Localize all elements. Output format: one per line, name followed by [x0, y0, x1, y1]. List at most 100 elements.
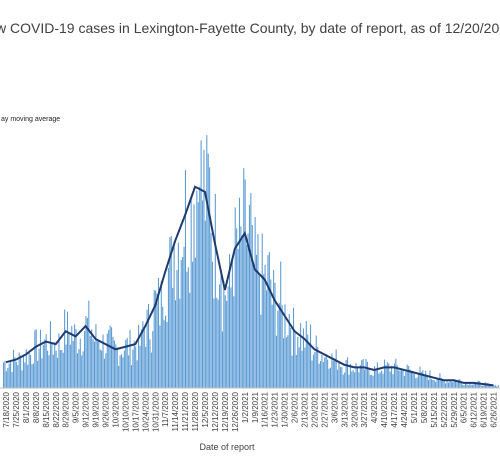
- bar: [95, 324, 97, 388]
- x-tick-label: 12/5/2020: [201, 391, 210, 427]
- bar: [183, 246, 185, 388]
- bar: [388, 363, 390, 388]
- bar: [437, 379, 440, 388]
- bar: [398, 370, 400, 388]
- bar: [305, 320, 307, 388]
- x-tick-label: 2/6/2021: [291, 391, 300, 423]
- bar: [165, 315, 167, 388]
- bar: [358, 372, 360, 388]
- bar: [217, 299, 219, 388]
- bar: [126, 337, 128, 388]
- bar: [209, 167, 211, 388]
- chart-title: w COVID-19 cases in Lexington-Fayette Co…: [0, 20, 500, 36]
- bar: [89, 335, 91, 388]
- bar: [189, 292, 191, 388]
- bar: [254, 216, 256, 388]
- x-tick-label: 12/26/2020: [231, 391, 240, 432]
- x-tick-label: 10/24/2020: [141, 391, 150, 432]
- bar: [138, 324, 140, 388]
- bar: [295, 354, 297, 388]
- bar: [389, 371, 391, 388]
- x-tick-labels: 7/18/2020 7/25/2020 8/1/2020 8/8/2020 8/15/2…: [2, 391, 499, 432]
- bar: [318, 363, 320, 388]
- bar: [136, 360, 138, 388]
- bar: [197, 202, 199, 388]
- bar: [190, 195, 192, 388]
- x-tick-label: 7/18/2020: [2, 391, 11, 427]
- bar: [120, 354, 123, 388]
- bar: [240, 226, 242, 388]
- bar: [24, 362, 26, 388]
- bar: [428, 379, 430, 388]
- x-tick-label: 8/8/2020: [32, 391, 41, 423]
- bar: [54, 342, 56, 388]
- bar: [356, 367, 359, 388]
- bar: [416, 377, 418, 388]
- bar: [460, 382, 462, 388]
- bar: [383, 359, 386, 388]
- bar: [169, 237, 171, 388]
- bar: [412, 370, 414, 388]
- bar: [446, 380, 448, 388]
- bar: [125, 339, 127, 388]
- bar: [445, 383, 447, 388]
- bar: [378, 373, 380, 388]
- x-tick-label: 6/5/2021: [460, 391, 469, 423]
- bar: [176, 270, 178, 388]
- x-tick-label: 1/30/2021: [281, 391, 290, 427]
- bar: [338, 362, 340, 388]
- bar: [78, 349, 80, 388]
- bar: [211, 261, 214, 388]
- bar: [280, 261, 282, 388]
- bar: [308, 343, 310, 388]
- bar: [283, 338, 285, 388]
- bar: [174, 300, 177, 388]
- bar: [361, 360, 363, 388]
- bar: [14, 357, 16, 388]
- x-tick-label: 9/19/2020: [92, 391, 101, 427]
- bar: [84, 330, 86, 388]
- bar: [216, 297, 218, 388]
- bar: [153, 290, 155, 388]
- bar: [379, 372, 381, 388]
- bar: [466, 383, 468, 388]
- bar: [352, 370, 354, 388]
- bar: [410, 372, 413, 388]
- x-tick-label: 3/20/2021: [350, 391, 359, 427]
- bar: [113, 340, 115, 388]
- x-tick-label: 1/2/2021: [241, 391, 250, 423]
- bar: [453, 380, 455, 388]
- bar: [430, 379, 432, 388]
- bar: [281, 305, 283, 388]
- bar: [139, 345, 141, 388]
- bar: [194, 257, 196, 388]
- bar: [291, 355, 293, 388]
- bar: [364, 369, 366, 388]
- bar: [482, 385, 484, 388]
- x-tick-label: 8/22/2020: [52, 391, 61, 427]
- bar: [196, 190, 198, 388]
- bar: [455, 379, 457, 388]
- bar: [319, 361, 322, 388]
- bar: [204, 220, 206, 388]
- bar: [365, 359, 367, 388]
- bar: [30, 354, 32, 388]
- bar: [463, 385, 465, 388]
- x-tick-label: 11/7/2020: [161, 391, 170, 427]
- bar: [464, 382, 467, 388]
- bar: [140, 329, 142, 388]
- bar: [349, 364, 351, 388]
- bar: [179, 298, 181, 388]
- bar: [324, 357, 326, 388]
- bar: [263, 274, 265, 388]
- bar: [435, 381, 437, 388]
- bar: [162, 306, 164, 388]
- bar: [376, 362, 378, 388]
- bar: [271, 304, 273, 388]
- bar: [22, 354, 24, 388]
- bar: [38, 348, 40, 388]
- bar: [409, 369, 411, 388]
- bar: [68, 332, 70, 388]
- bar: [489, 383, 491, 388]
- bar: [203, 149, 205, 388]
